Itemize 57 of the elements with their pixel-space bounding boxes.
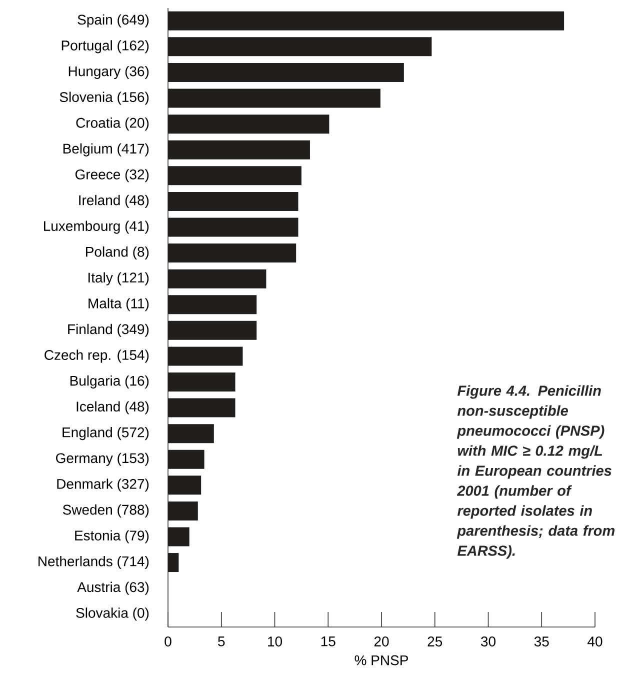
y-tick-label: Slovenia (156) (60, 92, 149, 105)
y-tick-label: Croatia (20) (76, 118, 149, 131)
y-tick-label: Germany (153) (56, 452, 149, 466)
y-tick-label: Bulgaria (16) (70, 375, 149, 389)
bar (168, 450, 204, 469)
bar (168, 269, 266, 288)
bar (168, 114, 330, 134)
bar (168, 37, 432, 56)
y-tick-label: Spain (649) (78, 14, 149, 28)
bar (168, 424, 214, 444)
x-tick-label: 10 (268, 636, 282, 646)
bar (168, 166, 302, 186)
bar (168, 476, 202, 495)
y-tick-label: Finland (349) (68, 324, 149, 337)
x-axis-title: % PNSP (354, 655, 408, 666)
bar (168, 398, 236, 418)
y-tick-label: Luxembourg (41) (44, 220, 149, 234)
y-tick-label: Hungary (36) (68, 66, 149, 79)
bar (168, 501, 198, 520)
y-tick-label: Czech rep. (154) (44, 350, 149, 363)
bar (168, 192, 298, 211)
bar (168, 295, 257, 314)
y-tick-label: Malta (11) (88, 298, 149, 312)
y-tick-label: Italy (121) (88, 272, 149, 286)
y-tick-label: Iceland (48) (76, 401, 149, 414)
y-tick-label: Slovakia (0) (76, 608, 149, 621)
bar (168, 140, 310, 160)
x-tick-label: 5 (218, 636, 225, 646)
bar (168, 527, 190, 546)
y-tick-label: Belgium (417) (63, 143, 149, 156)
x-tick-label: 35 (534, 636, 549, 646)
y-tick-label: Estonia (79) (75, 530, 149, 544)
x-tick-label: 25 (428, 636, 442, 646)
text: Figure 4.4. Penicillin non-susceptible pneumococci (PNSP) with MIC ≥ 0.12 mg/L in European countries 2001 (number of reported isolates in parenthesis; data from EARSS). (456, 385, 615, 559)
y-tick-label: England (572) (62, 427, 149, 440)
x-tick-label: 0 (164, 636, 172, 646)
bar (168, 88, 380, 108)
y-tick-label: Portugal (162) (62, 40, 149, 54)
y-tick-label: Netherlands (714) (38, 556, 149, 570)
bar (168, 346, 243, 366)
bar (168, 11, 564, 30)
y-tick-label: Denmark (327) (57, 478, 149, 492)
bar (168, 553, 179, 572)
bar (168, 320, 257, 340)
y-tick-label: Poland (8) (86, 246, 149, 260)
bar (168, 218, 298, 237)
x-tick-label: 20 (374, 636, 389, 646)
y-tick-label: Greece (32) (75, 169, 149, 182)
y-tick-label: Austria (63) (77, 582, 149, 595)
bar (168, 62, 404, 82)
x-tick-label: 40 (588, 636, 602, 646)
y-tick-label: Ireland (48) (79, 194, 149, 208)
bar (168, 244, 296, 263)
x-tick-label: 30 (480, 636, 496, 646)
bar (168, 372, 236, 392)
x-tick-label: 15 (321, 636, 336, 646)
y-tick-label: Sweden (788) (62, 504, 149, 518)
